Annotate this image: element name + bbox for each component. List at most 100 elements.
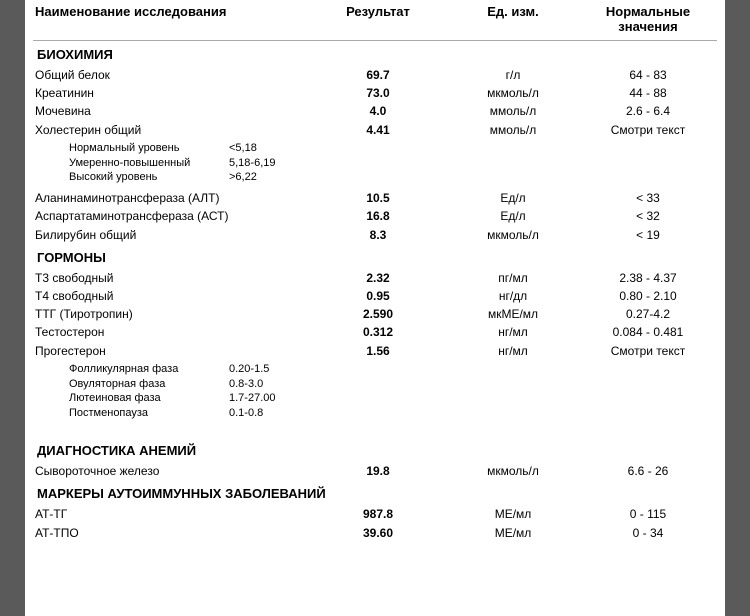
table-row: Мочевина4.0ммоль/л2.6 - 6.4 <box>33 102 717 120</box>
cell-normal: 0.80 - 2.10 <box>583 288 713 304</box>
cell-unit: ммоль/л <box>443 103 583 119</box>
cell-normal: 2.6 - 6.4 <box>583 103 713 119</box>
note-value: >6,22 <box>229 170 257 185</box>
cell-unit: МЕ/мл <box>443 506 583 522</box>
cell-unit: мкмоль/л <box>443 463 583 479</box>
cell-result: 10.5 <box>313 190 443 206</box>
note-label: Овуляторная фаза <box>69 377 229 392</box>
cell-unit: мкМЕ/мл <box>443 306 583 322</box>
cell-unit: МЕ/мл <box>443 525 583 541</box>
cell-normal: Смотри текст <box>583 122 713 138</box>
cell-unit: нг/мл <box>443 343 583 359</box>
cell-name: Креатинин <box>33 85 313 101</box>
cell-result: 73.0 <box>313 85 443 101</box>
cell-result: 2.32 <box>313 270 443 286</box>
note-line: Лютеиновая фаза1.7-27.00 <box>69 391 717 406</box>
cell-name: Аланинаминотрансфераза (АЛТ) <box>33 190 313 206</box>
section-title: ГОРМОНЫ <box>33 244 717 269</box>
cell-result: 19.8 <box>313 463 443 479</box>
cell-normal: 0.084 - 0.481 <box>583 324 713 340</box>
note-block: Нормальный уровень<5,18Умеренно-повышенн… <box>33 139 717 190</box>
note-value: 0.8-3.0 <box>229 377 263 392</box>
cell-normal: Смотри текст <box>583 343 713 359</box>
cell-name: АТ-ТПО <box>33 525 313 541</box>
table-row: Сывороточное железо19.8мкмоль/л6.6 - 26 <box>33 462 717 480</box>
cell-normal: 0 - 34 <box>583 525 713 541</box>
cell-normal: 0.27-4.2 <box>583 306 713 322</box>
note-value: 0.1-0.8 <box>229 406 263 421</box>
cell-unit: пг/мл <box>443 270 583 286</box>
cell-name: Билирубин общий <box>33 227 313 243</box>
table-row: АТ-ТГ987.8МЕ/мл0 - 115 <box>33 505 717 523</box>
header-name: Наименование исследования <box>33 4 313 34</box>
cell-name: Аспартатаминотрансфераза (АСТ) <box>33 208 313 224</box>
note-label: Фолликулярная фаза <box>69 362 229 377</box>
cell-name: Общий белок <box>33 67 313 83</box>
note-label: Высокий уровень <box>69 170 229 185</box>
note-block: Фолликулярная фаза0.20-1.5Овуляторная фа… <box>33 360 717 425</box>
table-header: Наименование исследования Результат Ед. … <box>33 0 717 41</box>
cell-result: 0.312 <box>313 324 443 340</box>
note-line: Высокий уровень>6,22 <box>69 170 717 185</box>
cell-result: 1.56 <box>313 343 443 359</box>
cell-name: АТ-ТГ <box>33 506 313 522</box>
cell-normal: < 33 <box>583 190 713 206</box>
note-label: Постменопауза <box>69 406 229 421</box>
cell-name: Холестерин общий <box>33 122 313 138</box>
table-row: Холестерин общий4.41ммоль/лСмотри текст <box>33 121 717 139</box>
cell-name: Сывороточное железо <box>33 463 313 479</box>
table-row: Аланинаминотрансфераза (АЛТ)10.5Ед/л< 33 <box>33 189 717 207</box>
table-row: ТТГ (Тиротропин)2.590мкМЕ/мл0.27-4.2 <box>33 305 717 323</box>
table-row: Т4 свободный0.95нг/дл0.80 - 2.10 <box>33 287 717 305</box>
note-line: Нормальный уровень<5,18 <box>69 141 717 156</box>
cell-result: 987.8 <box>313 506 443 522</box>
table-row: Прогестерон1.56нг/млСмотри текст <box>33 342 717 360</box>
table-row: Креатинин73.0мкмоль/л44 - 88 <box>33 84 717 102</box>
note-value: 0.20-1.5 <box>229 362 269 377</box>
cell-result: 2.590 <box>313 306 443 322</box>
note-line: Овуляторная фаза0.8-3.0 <box>69 377 717 392</box>
header-unit: Ед. изм. <box>443 4 583 34</box>
cell-name: Т3 свободный <box>33 270 313 286</box>
cell-result: 8.3 <box>313 227 443 243</box>
note-label: Лютеиновая фаза <box>69 391 229 406</box>
table-row: Т3 свободный2.32пг/мл2.38 - 4.37 <box>33 269 717 287</box>
header-result: Результат <box>313 4 443 34</box>
cell-result: 4.0 <box>313 103 443 119</box>
cell-normal: 44 - 88 <box>583 85 713 101</box>
cell-result: 16.8 <box>313 208 443 224</box>
cell-name: ТТГ (Тиротропин) <box>33 306 313 322</box>
section-title: БИОХИМИЯ <box>33 41 717 66</box>
note-line: Постменопауза0.1-0.8 <box>69 406 717 421</box>
header-normal: Нормальные значения <box>583 4 713 34</box>
table-row: Аспартатаминотрансфераза (АСТ)16.8Ед/л< … <box>33 207 717 225</box>
section-title: МАРКЕРЫ АУТОИММУННЫХ ЗАБОЛЕВАНИЙ <box>33 480 717 505</box>
cell-unit: нг/дл <box>443 288 583 304</box>
table-row: Общий белок69.7г/л64 - 83 <box>33 66 717 84</box>
note-value: <5,18 <box>229 141 257 156</box>
lab-report-page: Наименование исследования Результат Ед. … <box>25 0 725 616</box>
table-row: Билирубин общий8.3мкмоль/л< 19 <box>33 226 717 244</box>
cell-normal: 6.6 - 26 <box>583 463 713 479</box>
cell-result: 39.60 <box>313 525 443 541</box>
note-line: Умеренно-повышенный5,18-6,19 <box>69 156 717 171</box>
cell-normal: 2.38 - 4.37 <box>583 270 713 286</box>
note-label: Умеренно-повышенный <box>69 156 229 171</box>
cell-unit: г/л <box>443 67 583 83</box>
cell-normal: < 32 <box>583 208 713 224</box>
cell-name: Прогестерон <box>33 343 313 359</box>
cell-name: Тестостерон <box>33 324 313 340</box>
cell-unit: Ед/л <box>443 190 583 206</box>
note-label: Нормальный уровень <box>69 141 229 156</box>
cell-normal: < 19 <box>583 227 713 243</box>
cell-unit: ммоль/л <box>443 122 583 138</box>
cell-result: 0.95 <box>313 288 443 304</box>
cell-unit: мкмоль/л <box>443 227 583 243</box>
sections-container: БИОХИМИЯОбщий белок69.7г/л64 - 83Креатин… <box>33 41 717 542</box>
note-line: Фолликулярная фаза0.20-1.5 <box>69 362 717 377</box>
cell-result: 4.41 <box>313 122 443 138</box>
section-title: ДИАГНОСТИКА АНЕМИЙ <box>33 425 717 462</box>
cell-unit: Ед/л <box>443 208 583 224</box>
note-value: 5,18-6,19 <box>229 156 275 171</box>
cell-name: Мочевина <box>33 103 313 119</box>
